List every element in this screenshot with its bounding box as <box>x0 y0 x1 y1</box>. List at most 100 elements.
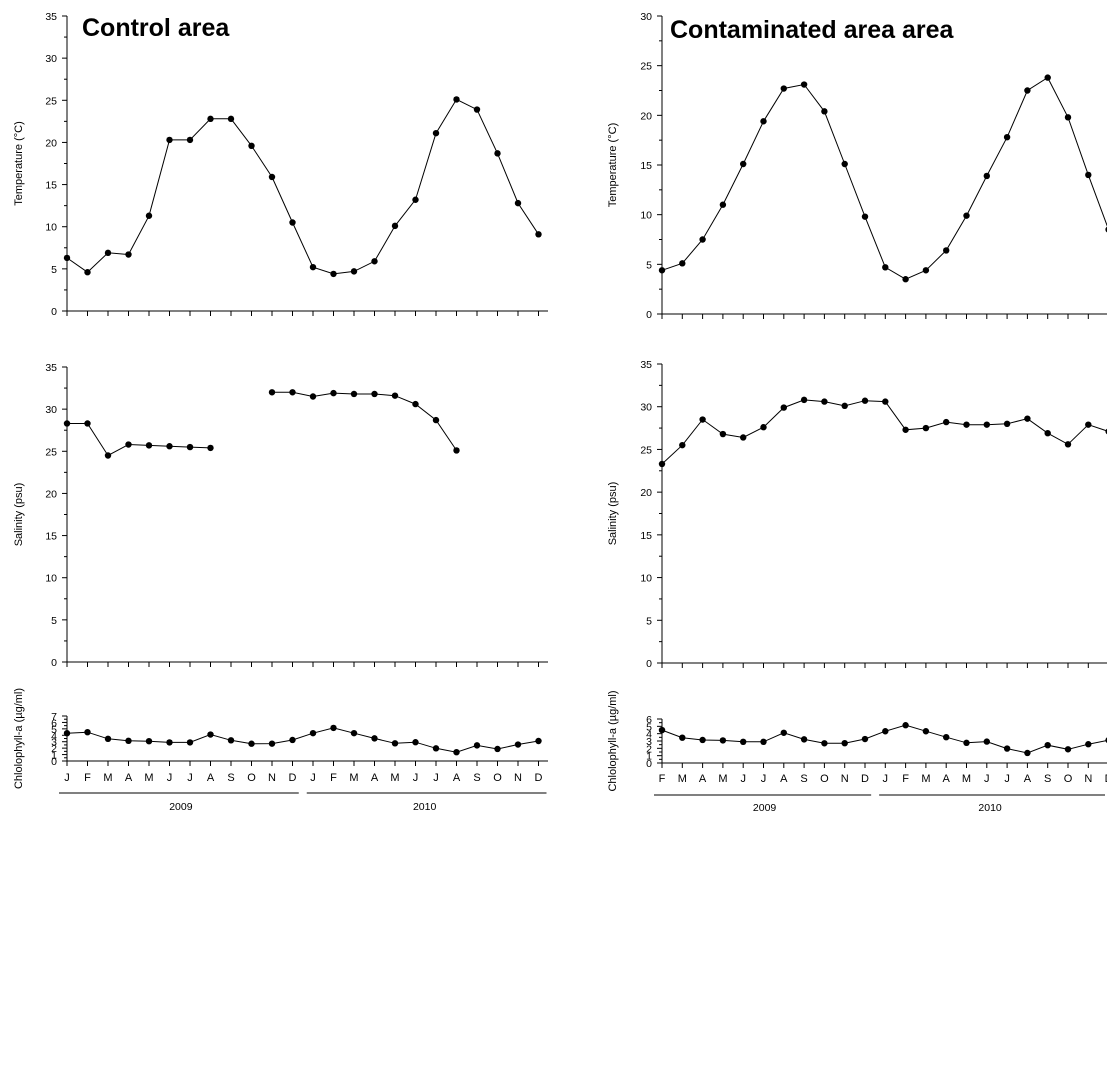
data-point <box>125 251 132 258</box>
data-point <box>679 441 686 449</box>
data-point <box>983 738 990 745</box>
data-point <box>145 442 153 449</box>
series-line <box>66 98 539 275</box>
data-point <box>104 735 112 743</box>
year-label: 2009 <box>753 802 777 814</box>
data-point <box>760 118 767 125</box>
data-point <box>922 728 930 735</box>
month-label: J <box>433 772 439 784</box>
data-point <box>207 731 214 738</box>
data-point <box>248 740 255 747</box>
month-label: A <box>453 772 461 784</box>
data-point <box>391 222 399 230</box>
month-label: S <box>1044 773 1051 785</box>
y-tick-label: 30 <box>45 404 57 416</box>
data-point <box>861 213 869 220</box>
y-tick-label: 0 <box>51 756 57 768</box>
y-tick-label: 4 <box>646 729 652 741</box>
month-label: D <box>289 772 297 784</box>
control-area-title: Control area <box>82 14 230 42</box>
data-point <box>125 441 132 448</box>
y-tick-label: 25 <box>45 446 57 458</box>
y-tick-label: 10 <box>640 573 652 585</box>
data-point <box>1003 133 1011 141</box>
contaminated-salinity-plot: 0 5 10 15 20 25 30 35 Salinity (psu) <box>607 359 1107 670</box>
month-label: A <box>943 773 951 785</box>
month-label: J <box>1004 773 1010 785</box>
y-tick-label: 5 <box>51 724 57 736</box>
month-label: F <box>659 773 666 785</box>
data-point <box>494 745 501 753</box>
y-tick-label: 6 <box>51 717 57 729</box>
data-point <box>432 745 440 752</box>
month-label: D <box>861 773 869 785</box>
y-tick-label: 10 <box>640 210 652 222</box>
y-tick-label: 20 <box>45 488 57 500</box>
data-point <box>350 390 358 398</box>
month-label: D <box>1105 773 1107 785</box>
y-tick-label: 0 <box>646 758 652 770</box>
data-point <box>679 260 686 267</box>
data-point <box>289 219 296 226</box>
month-label: S <box>473 772 480 784</box>
y-tick-label: 15 <box>45 531 57 543</box>
data-point <box>943 418 950 426</box>
data-point <box>882 398 889 405</box>
data-point <box>268 740 276 747</box>
data-point <box>882 728 889 735</box>
data-point <box>412 400 419 408</box>
data-point <box>535 737 542 745</box>
y-tick-label: 1 <box>51 750 57 762</box>
month-label: D <box>535 772 543 784</box>
data-point <box>350 268 358 275</box>
data-point <box>309 729 317 737</box>
y-tick-label: 25 <box>640 444 652 456</box>
data-point <box>514 199 522 207</box>
data-point <box>268 389 276 396</box>
data-point <box>186 136 194 144</box>
data-point <box>1024 415 1031 422</box>
data-point <box>166 739 173 746</box>
y-axis-label: Temperature (°C) <box>13 121 25 205</box>
series-line <box>67 391 457 457</box>
data-point <box>821 398 828 405</box>
data-point <box>227 737 235 744</box>
month-label: J <box>167 772 173 784</box>
data-point <box>1085 421 1092 428</box>
data-point <box>841 160 848 168</box>
y-tick-label: 5 <box>646 721 652 733</box>
data-point <box>861 735 869 743</box>
month-label: J <box>984 773 990 785</box>
data-point <box>760 738 767 746</box>
y-tick-label: 35 <box>45 362 57 374</box>
data-point <box>268 173 276 181</box>
data-point <box>780 85 787 92</box>
y-axis-label: Chlolophyll-a (µg/ml) <box>13 688 25 789</box>
data-point <box>841 402 848 410</box>
month-label: J <box>413 772 419 784</box>
data-point <box>1085 741 1092 748</box>
month-label: N <box>1084 773 1092 785</box>
month-label: A <box>1024 773 1032 785</box>
contaminated-temperature-plot: 0 5 10 15 20 25 30 Temperature (°C) <box>607 11 1107 321</box>
data-point <box>391 740 399 747</box>
data-point <box>963 212 970 219</box>
data-point <box>1024 87 1031 94</box>
data-point <box>186 739 194 746</box>
month-label: A <box>699 773 707 785</box>
data-point <box>1003 745 1011 752</box>
data-point <box>453 447 460 454</box>
data-point <box>432 416 440 424</box>
data-point <box>821 740 828 747</box>
data-point <box>289 389 296 396</box>
data-point <box>1044 741 1051 749</box>
month-label: J <box>64 772 70 784</box>
data-point <box>699 416 706 423</box>
data-point <box>1064 114 1072 121</box>
data-point <box>145 212 153 219</box>
y-tick-label: 10 <box>45 573 57 585</box>
data-point <box>1024 749 1031 757</box>
data-point <box>740 738 747 746</box>
data-point <box>740 434 747 441</box>
